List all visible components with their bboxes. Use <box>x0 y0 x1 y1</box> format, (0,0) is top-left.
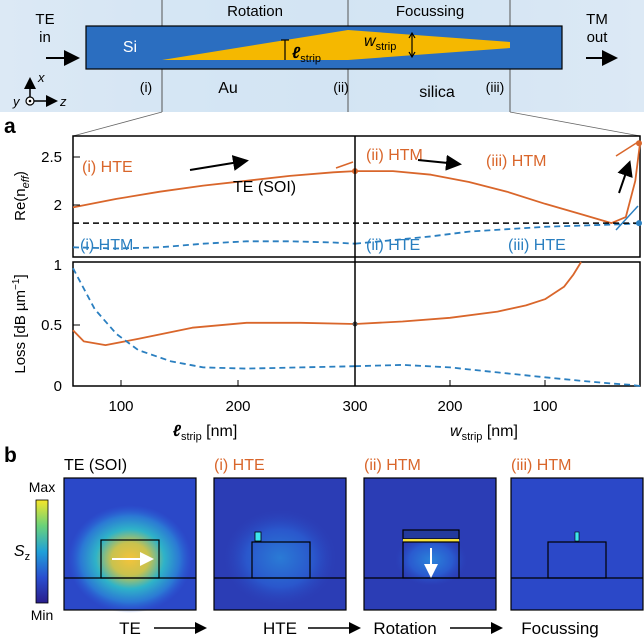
gold-label: Au <box>218 80 238 97</box>
neff-plot-frame <box>72 135 641 258</box>
mode-title-ii-htm: (ii) HTM <box>364 457 421 474</box>
annot-iii-htm: (iii) HTM <box>486 153 546 170</box>
series-htm-hte-loss-blue-left <box>72 267 356 370</box>
input-label-te: TE <box>35 11 54 28</box>
loss-ytick-1: 1 <box>54 257 62 274</box>
silicon-label: Si <box>123 39 137 56</box>
colorbar-sz-label: Sz <box>14 543 30 563</box>
device-schematic: TE in TM out Rotation Focussing Si ℓstri… <box>0 0 644 112</box>
loss-ytick-0-5: 0.5 <box>41 317 62 334</box>
projection-line-right <box>509 111 641 137</box>
xtick-right-100: 100 <box>532 398 557 415</box>
mode-title-te-soi: TE (SOI) <box>64 457 127 474</box>
annot-i-htm: (i) HTM <box>80 237 133 254</box>
marker-iii-hte <box>636 220 642 227</box>
mode-profile-i-hte <box>213 477 347 611</box>
mode-htm-gold-strip <box>402 529 460 540</box>
section-focussing-label: Focussing <box>396 3 464 20</box>
w-strip-label: wstrip <box>364 33 396 53</box>
series-hte-htm-orange-right <box>355 143 641 225</box>
annot-i-hte: (i) HTE <box>82 159 133 176</box>
series-htm-hte-blue-left <box>72 240 356 250</box>
neff-ylabel: Re(neff) <box>12 171 32 221</box>
mode-iii-hotspot <box>574 531 580 542</box>
mode-hte-field <box>224 510 336 606</box>
mode-profile-ii-htm <box>363 477 497 611</box>
mode-hte-frame <box>213 477 347 611</box>
position-i-label: (i) <box>140 79 152 95</box>
loss-plot <box>72 261 641 387</box>
gold-strip-rotation <box>162 30 348 60</box>
neff-plot <box>72 135 642 258</box>
mode-iii-frame <box>510 477 644 611</box>
axis-y-dot <box>28 99 32 103</box>
input-label-in: in <box>39 29 51 46</box>
xtick-left-100: 100 <box>108 398 133 415</box>
loss-plot-frame <box>72 261 641 387</box>
position-ii-label: (ii) <box>333 79 349 95</box>
neff-ytick-2: 2 <box>54 197 62 214</box>
flow-rotation: Rotation <box>373 619 436 638</box>
gold-strip-focussing <box>348 30 510 60</box>
direction-arrow-left-icon <box>189 155 249 171</box>
series-hte-htm-loss-orange-left <box>72 321 356 347</box>
xtick-300: 300 <box>342 398 367 415</box>
mode-iii-background <box>511 478 643 610</box>
flow-focussing: Focussing <box>521 619 598 638</box>
mode-htm-hotspot <box>403 539 459 542</box>
mode-title-iii-htm: (iii) HTM <box>511 457 571 474</box>
w-strip-arrowheads-icon <box>408 31 416 59</box>
colorbar-gradient <box>35 499 49 604</box>
colorbar: Max Min Sz <box>14 479 55 623</box>
series-hte-htm-loss-orange-right <box>354 261 582 325</box>
mode-profile-iii-htm <box>510 477 644 611</box>
flow-hte: HTE <box>263 619 297 638</box>
annot-ii-htm: (ii) HTM <box>366 147 423 164</box>
colorbar-max-label: Max <box>29 479 55 495</box>
panel-a-label: a <box>4 115 16 138</box>
pointer-line-right-bottom <box>615 205 639 231</box>
series-htm-hte-loss-blue-right <box>354 363 641 387</box>
axis-y-label: y <box>12 94 21 109</box>
annot-te-soi: TE (SOI) <box>233 179 296 196</box>
l-strip-label: ℓstrip <box>292 45 321 65</box>
series-htm-hte-blue-right <box>354 222 641 245</box>
loss-ytick-0: 0 <box>54 378 62 395</box>
mode-hte-strip-hotspot <box>254 531 262 542</box>
flow-te: TE <box>119 619 141 638</box>
panel-b-label: b <box>4 444 17 467</box>
xtick-left-200: 200 <box>225 398 250 415</box>
pointer-line-left <box>335 161 354 169</box>
xlabel-w-strip: wstrip [nm] <box>450 423 518 443</box>
position-iii-label: (iii) <box>486 79 505 95</box>
output-label-tm: TM <box>586 11 608 28</box>
mode-title-i-hte: (i) HTE <box>214 457 265 474</box>
xlabel-l-strip: ℓstrip [nm] <box>173 423 238 443</box>
annot-ii-hte: (ii) HTE <box>366 237 420 254</box>
pointer-line-right-top <box>615 141 639 157</box>
direction-arrow-up-icon <box>617 160 633 194</box>
mode-htm-frame <box>363 477 497 611</box>
mode-profile-te-soi <box>63 477 197 613</box>
xtick-right-200: 200 <box>437 398 462 415</box>
series-hte-htm-orange-left <box>72 170 356 209</box>
direction-arrow-right-icon <box>417 154 462 171</box>
projection-line-left <box>72 111 163 137</box>
loss-ylabel: Loss [dB µm−1] <box>11 274 29 373</box>
colorbar-min-label: Min <box>31 607 54 623</box>
neff-ytick-2-5: 2.5 <box>41 149 62 166</box>
silica-label: silica <box>419 84 455 101</box>
output-label-out: out <box>587 29 609 46</box>
mode-te-frame <box>63 477 197 611</box>
annot-iii-hte: (iii) HTE <box>508 237 566 254</box>
axis-z-label: z <box>59 94 67 109</box>
axes-triad-icon: x y z <box>12 70 67 109</box>
axis-x-label: x <box>37 70 45 85</box>
section-rotation-label: Rotation <box>227 3 283 20</box>
